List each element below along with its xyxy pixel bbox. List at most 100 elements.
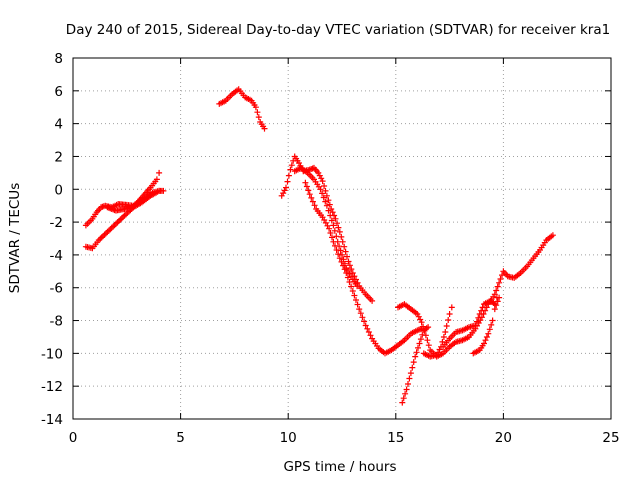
data-point xyxy=(483,334,490,340)
y-tick-label: 4 xyxy=(54,117,63,133)
data-point xyxy=(345,258,352,265)
x-tick-label: 25 xyxy=(602,430,619,446)
x-tick-label: 15 xyxy=(387,430,404,446)
data-point xyxy=(472,322,479,329)
data-point xyxy=(332,215,339,222)
data-point xyxy=(494,283,501,290)
data-point xyxy=(354,301,361,308)
y-tick-label: -12 xyxy=(41,379,63,395)
data-point xyxy=(354,283,361,290)
data-point xyxy=(351,292,358,299)
data-point xyxy=(424,337,431,344)
data-point xyxy=(326,201,333,208)
data-point xyxy=(329,234,335,241)
data-point xyxy=(319,178,326,185)
data-point xyxy=(473,318,480,325)
plot-frame xyxy=(72,57,612,420)
axis-ticks xyxy=(72,57,612,420)
data-point xyxy=(479,304,486,311)
data-point xyxy=(362,322,369,329)
data-point xyxy=(332,242,338,249)
data-point xyxy=(330,238,337,245)
data-point xyxy=(419,331,426,338)
data-point xyxy=(287,166,294,173)
data-point xyxy=(261,125,268,132)
data-point xyxy=(343,270,350,276)
data-point xyxy=(340,262,347,269)
data-point xyxy=(497,276,504,282)
data-point xyxy=(494,298,501,305)
data-point xyxy=(284,178,291,185)
data-point xyxy=(325,207,332,214)
data-point xyxy=(488,321,495,328)
data-point xyxy=(475,314,482,321)
data-point xyxy=(321,183,328,189)
data-point xyxy=(255,114,262,121)
data-point xyxy=(403,386,410,393)
data-point xyxy=(283,184,289,191)
data-point xyxy=(319,190,326,197)
data-point xyxy=(364,325,371,332)
data-point xyxy=(442,329,449,335)
y-tick-label: 0 xyxy=(54,182,63,198)
data-point xyxy=(359,314,366,321)
y-tick-labels: -14 -12 -10 -8 -6 -4 -2 0 2 4 6 8 xyxy=(41,51,63,428)
data-point xyxy=(339,251,345,258)
data-point xyxy=(336,228,343,235)
data-point xyxy=(342,248,349,255)
data-point xyxy=(445,317,452,323)
chart-title: Day 240 of 2015, Sidereal Day-to-day VTE… xyxy=(66,22,610,38)
data-point xyxy=(489,317,496,324)
data-point xyxy=(344,274,351,281)
y-tick-label: 2 xyxy=(54,149,63,165)
data-point xyxy=(322,187,329,194)
data-point xyxy=(330,222,337,229)
data-point xyxy=(400,395,407,402)
data-point xyxy=(303,183,310,190)
data-point xyxy=(327,212,334,219)
data-point xyxy=(440,334,447,340)
data-point xyxy=(361,318,368,325)
data-point xyxy=(325,197,332,204)
y-tick-label: -14 xyxy=(41,412,63,428)
data-point xyxy=(353,297,359,303)
data-point xyxy=(326,225,333,232)
data-point xyxy=(331,227,338,234)
y-axis-label: SDTVAR / TECUs xyxy=(7,183,23,293)
data-point xyxy=(346,262,353,269)
data-point xyxy=(482,337,489,344)
data-point xyxy=(412,353,419,360)
data-point xyxy=(415,344,421,351)
data-point xyxy=(413,349,420,356)
grid-lines xyxy=(73,58,611,419)
data-point xyxy=(308,194,315,201)
data-point xyxy=(156,169,163,176)
data-point xyxy=(153,176,160,183)
data-point xyxy=(407,370,414,377)
data-point xyxy=(448,304,455,311)
data-point xyxy=(288,162,295,169)
data-point xyxy=(425,324,432,331)
data-point xyxy=(365,329,372,335)
data-point xyxy=(252,104,259,111)
x-tick-label: 10 xyxy=(280,430,297,446)
data-point xyxy=(302,179,309,186)
data-point xyxy=(481,340,487,347)
data-point xyxy=(336,255,343,262)
data-point xyxy=(320,194,327,201)
data-point xyxy=(156,187,163,194)
data-point xyxy=(405,381,411,387)
data-point xyxy=(346,279,353,285)
data-point xyxy=(338,258,345,265)
data-point xyxy=(409,364,416,371)
data-point xyxy=(348,266,355,273)
data-point xyxy=(496,294,503,301)
y-tick-label: 6 xyxy=(54,84,63,100)
data-point xyxy=(254,109,261,116)
data-point xyxy=(333,247,340,253)
y-tick-label: -2 xyxy=(50,215,63,231)
data-point xyxy=(334,220,340,227)
data-point xyxy=(323,192,330,199)
data-point xyxy=(486,326,493,333)
